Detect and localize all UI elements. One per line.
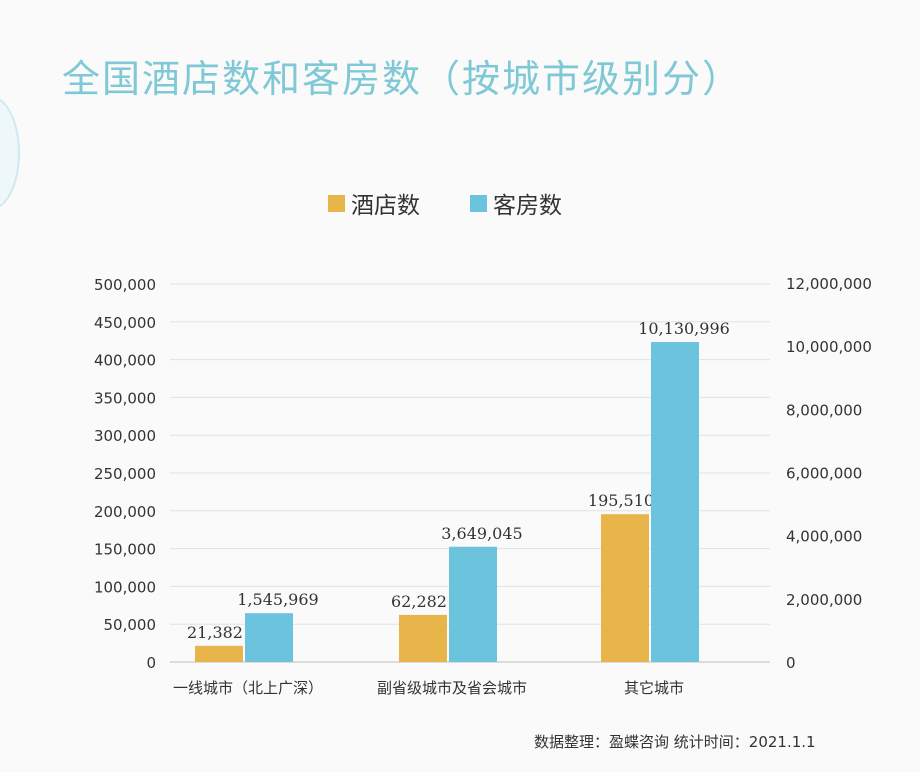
- legend-item-rooms: 客房数: [470, 186, 562, 220]
- category-label: 副省级城市及省会城市: [377, 679, 527, 697]
- bar-rooms: [449, 546, 497, 662]
- data-label-hotels: 195,510: [588, 491, 654, 510]
- legend-label-hotels: 酒店数: [351, 193, 420, 219]
- category-label: 其它城市: [624, 679, 684, 697]
- right-axis-tick-label: 6,000,000: [786, 465, 862, 483]
- right-axis-tick-label: 0: [786, 654, 796, 672]
- right-axis-tick-label: 8,000,000: [786, 401, 862, 419]
- left-axis-tick-label: 100,000: [94, 578, 156, 596]
- source-note: 数据整理：盈蝶咨询 统计时间：2021.1.1: [534, 733, 816, 751]
- legend-swatch-hotels: [328, 194, 345, 212]
- chart-legend: 酒店数 客房数: [328, 186, 612, 220]
- legend-swatch-rooms: [470, 194, 487, 212]
- left-axis-tick-label: 50,000: [104, 616, 157, 634]
- right-axis-tick-label: 10,000,000: [786, 338, 872, 356]
- left-axis-tick-label: 150,000: [94, 541, 156, 559]
- bar-hotels: [601, 514, 649, 662]
- data-label-hotels: 21,382: [187, 623, 243, 642]
- left-axis-tick-label: 200,000: [94, 503, 156, 521]
- data-label-rooms: 10,130,996: [638, 319, 730, 338]
- left-axis-tick-label: 500,000: [94, 276, 156, 294]
- bar-rooms: [245, 613, 293, 662]
- bar-hotels: [195, 645, 243, 662]
- legend-item-hotels: 酒店数: [328, 186, 420, 220]
- bar-hotels: [399, 614, 447, 662]
- left-axis-tick-label: 350,000: [94, 389, 156, 407]
- legend-label-rooms: 客房数: [493, 193, 562, 219]
- left-axis-tick-label: 250,000: [94, 465, 156, 483]
- data-label-rooms: 1,545,969: [237, 590, 318, 609]
- bar-rooms: [651, 342, 699, 662]
- category-label: 一线城市（北上广深）: [173, 679, 323, 697]
- right-axis-tick-label: 12,000,000: [786, 275, 872, 293]
- right-axis-tick-label: 2,000,000: [786, 591, 862, 609]
- left-axis-tick-label: 0: [146, 654, 156, 672]
- right-axis-tick-label: 4,000,000: [786, 528, 862, 546]
- left-axis-tick-label: 450,000: [94, 314, 156, 332]
- left-axis-tick-label: 400,000: [94, 352, 156, 370]
- data-label-rooms: 3,649,045: [441, 524, 522, 543]
- left-axis-tick-label: 300,000: [94, 427, 156, 445]
- chart-title: 全国酒店数和客房数（按城市级别分）: [62, 57, 743, 101]
- data-label-hotels: 62,282: [391, 592, 447, 611]
